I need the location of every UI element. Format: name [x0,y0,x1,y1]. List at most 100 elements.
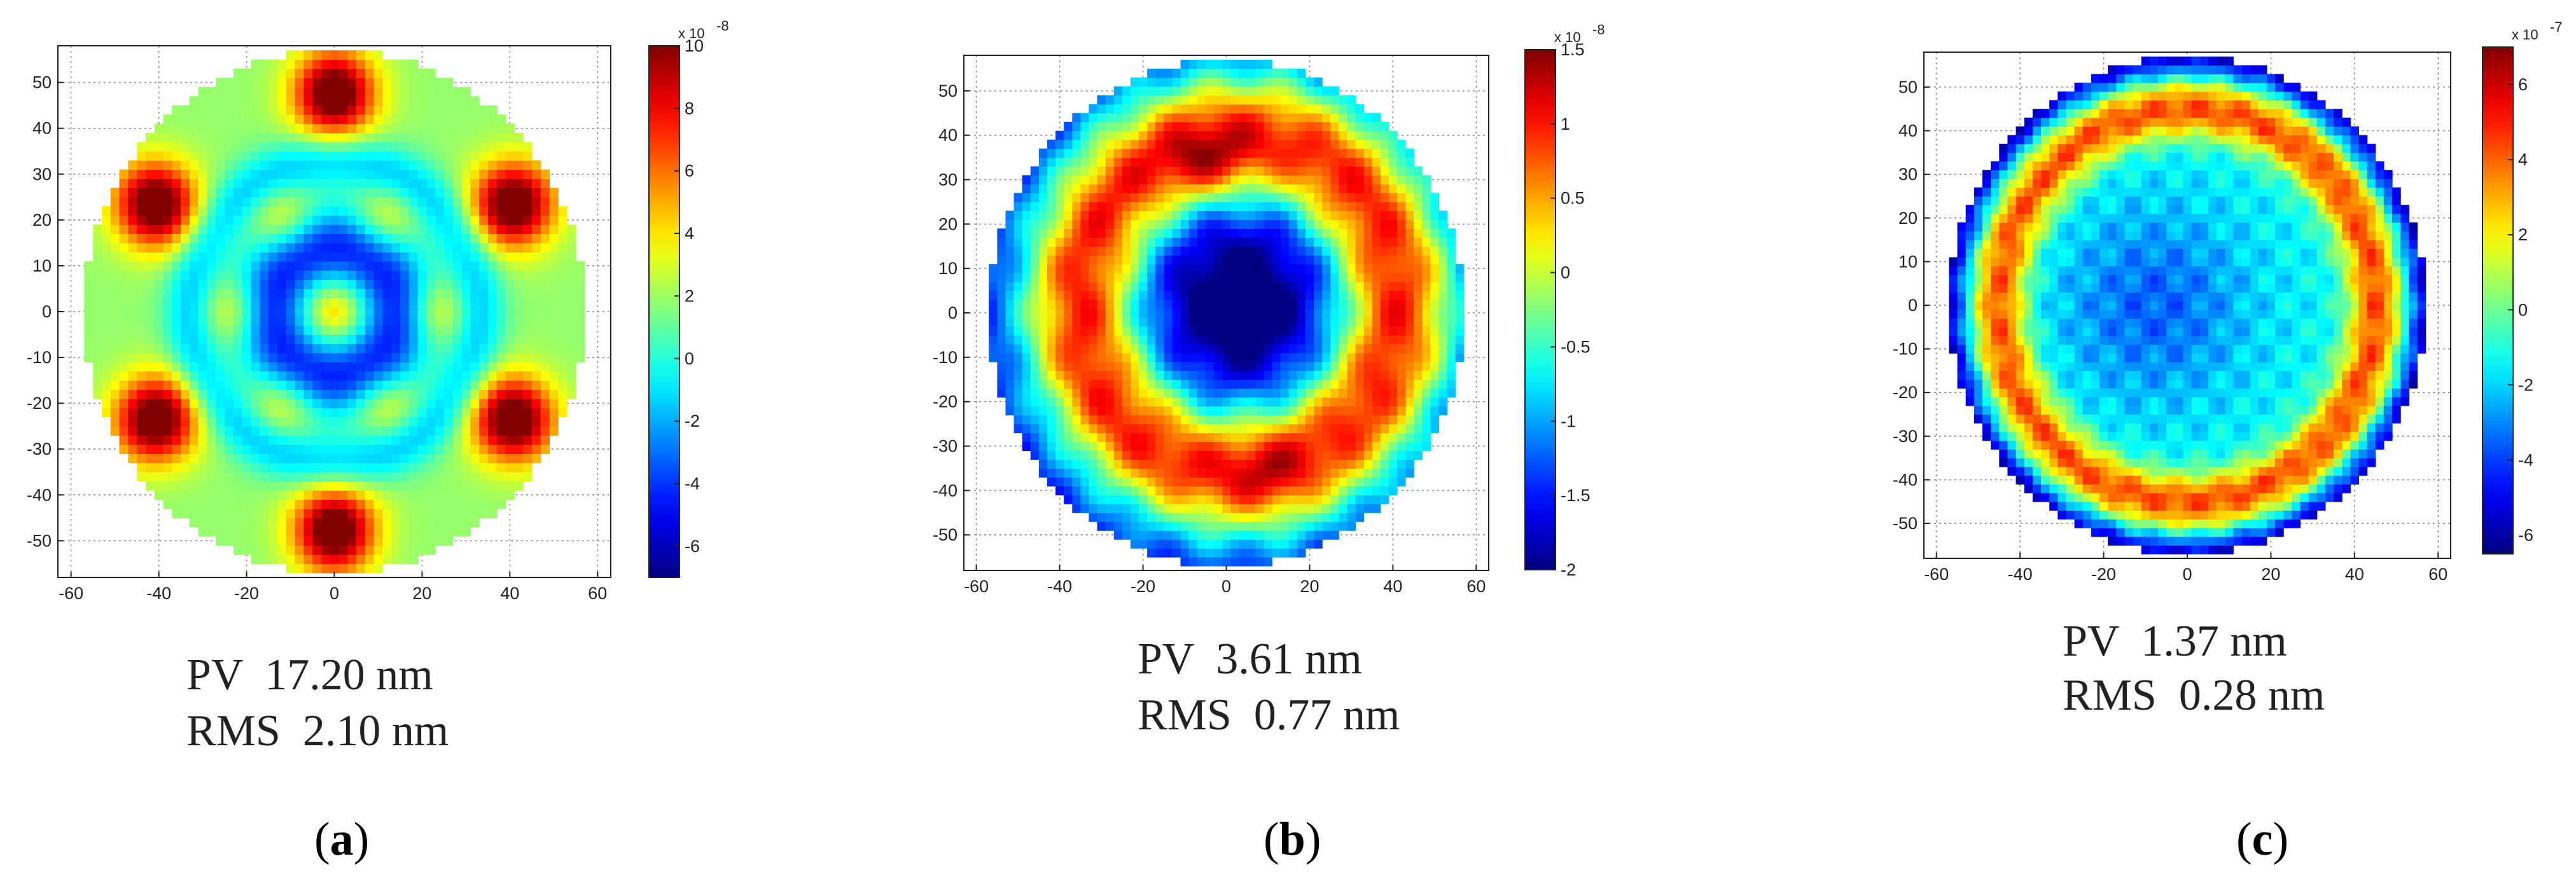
heatmap-cell [1339,317,1347,327]
heatmap-cell [1164,308,1173,318]
heatmap-cell [373,408,383,418]
heatmap-cell [1314,246,1323,256]
heatmap-cell [1230,397,1239,407]
heatmap-cell [567,242,576,252]
heatmap-cell [268,472,278,482]
heatmap-cell [137,160,146,170]
heatmap-cell [1322,228,1331,238]
heatmap-cell [1147,370,1156,380]
heatmap-cell [295,50,304,60]
heatmap-cell [1047,184,1056,194]
heatmap-cell [172,169,181,179]
heatmap-cell [207,490,216,500]
heatmap-cell [479,435,489,445]
heatmap-cell [1355,397,1365,407]
heatmap-cell [242,86,252,97]
heatmap-cell [1180,468,1190,478]
heatmap-cell [531,352,541,362]
heatmap-cell [1339,326,1347,336]
heatmap-cell [1139,184,1148,194]
heatmap-cell [479,408,489,418]
heatmap-cell [303,188,313,198]
heatmap-cell [198,298,208,308]
heatmap-cell [540,380,550,390]
heatmap-cell [1197,548,1206,558]
heatmap-cell [1363,157,1373,167]
heatmap-cell [470,298,480,308]
heatmap-cell [1447,246,1456,256]
heatmap-cell [347,261,357,271]
heatmap-cell [1105,282,1115,291]
heatmap-cell [1080,202,1090,211]
heatmap-cell [1113,495,1123,504]
heatmap-cell [286,123,296,134]
heatmap-cell [1038,202,1048,211]
heatmap-cell [523,160,533,170]
heatmap-cell [101,261,111,271]
heatmap-cell [1172,477,1181,486]
heatmap-cell [1430,361,1440,371]
heatmap-cell [356,453,366,464]
heatmap-cell [1155,300,1164,309]
heatmap-cell [163,380,172,390]
heatmap-cell [1255,521,1265,531]
heatmap-cell [347,270,357,280]
heatmap-cell [1297,352,1306,362]
heatmap-cell [268,408,278,418]
heatmap-cell [997,273,1006,282]
heatmap-cell [435,316,445,326]
heatmap-cell [1297,406,1306,416]
heatmap-cell [1247,237,1256,247]
heatmap-cell [1089,388,1098,398]
heatmap-cell [1089,504,1098,513]
heatmap-cell [1022,219,1031,229]
heatmap-cell [1155,157,1164,167]
heatmap-cell [549,298,559,308]
heatmap-cell [1205,406,1215,416]
heatmap-cell [225,215,234,225]
heatmap-cell [1322,397,1331,407]
heatmap-cell [1005,228,1015,238]
heatmap-cell [514,417,524,427]
heatmap-cell [1330,388,1339,398]
heatmap-cell [172,426,181,436]
heatmap-cell [1164,415,1173,425]
heatmap-cell [1255,246,1265,256]
heatmap-cell [1197,361,1206,371]
heatmap-cell [277,352,287,362]
heatmap-cell [1396,175,1406,185]
heatmap-cell [277,288,287,298]
heatmap-cell [435,343,445,354]
heatmap-cell [321,343,331,354]
heatmap-cell [400,196,410,207]
heatmap-cell [373,78,383,88]
heatmap-cell [1305,291,1314,300]
heatmap-cell [1297,539,1306,549]
heatmap-cell [382,96,392,106]
heatmap-cell [1363,273,1373,282]
heatmap-cell [1322,459,1331,469]
heatmap-cell [181,142,190,152]
heatmap-cell [181,408,190,418]
heatmap-cell [1064,432,1073,443]
heatmap-cell [338,69,348,79]
heatmap-cell [1355,486,1365,495]
heatmap-cell [1005,300,1015,309]
heatmap-cell [443,242,454,252]
heatmap-cell [119,398,129,408]
heatmap-cell [1147,308,1156,318]
heatmap-cell [1122,424,1131,434]
heatmap-cell [1447,352,1456,362]
heatmap-cell [1197,388,1206,398]
heatmap-cell [251,527,260,537]
heatmap-cell [1355,432,1365,443]
heatmap-cell [251,426,260,436]
heatmap-cell [1105,166,1115,176]
heatmap-cell [154,206,164,216]
heatmap-cell [417,518,427,528]
heatmap-cell [295,142,304,152]
heatmap-cell [549,408,559,418]
heatmap-cell [1164,397,1173,407]
heatmap-cell [172,288,181,298]
heatmap-cell [312,179,322,189]
